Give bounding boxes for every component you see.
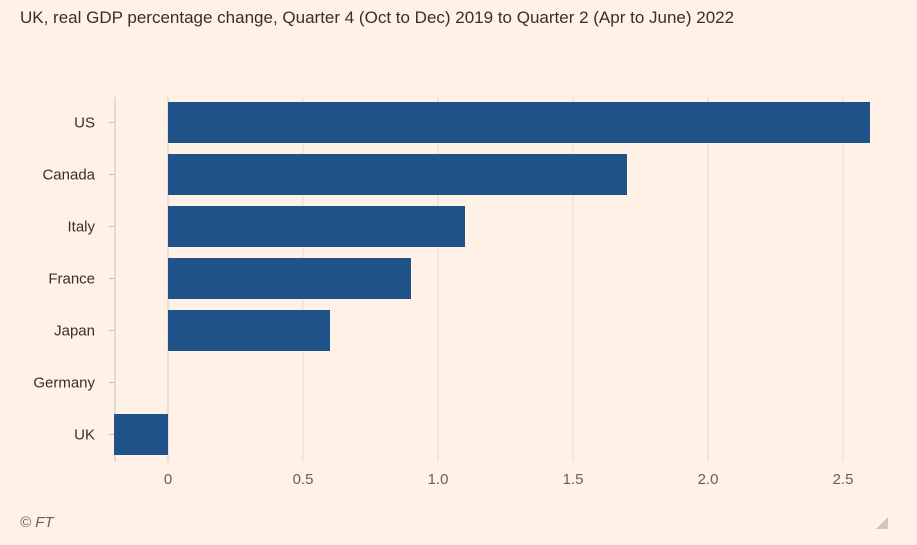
category-label-italy: Italy xyxy=(67,219,95,236)
bar-uk xyxy=(114,414,168,455)
source-credit: © FT xyxy=(20,514,54,531)
x-tick-label: 1.5 xyxy=(563,471,584,488)
x-tick-label: 2.5 xyxy=(833,471,854,488)
category-label-france: France xyxy=(48,271,95,288)
category-label-us: US xyxy=(74,115,95,132)
bars xyxy=(114,102,870,455)
x-tick-labels: 0 0.5 1.0 1.5 2.0 2.5 xyxy=(164,471,854,488)
category-label-uk: UK xyxy=(74,427,95,444)
x-tick-label: 2.0 xyxy=(698,471,719,488)
bar-us xyxy=(168,102,870,143)
bar-italy xyxy=(168,206,465,247)
x-tick-label: 0 xyxy=(164,471,172,488)
resize-grip-icon[interactable] xyxy=(876,517,888,529)
category-labels: US Canada Italy France Japan Germany UK xyxy=(33,115,95,444)
category-label-germany: Germany xyxy=(33,375,95,392)
bar-france xyxy=(168,258,411,299)
bar-japan xyxy=(168,310,330,351)
bar-canada xyxy=(168,154,627,195)
x-tick-label: 1.0 xyxy=(428,471,449,488)
category-label-canada: Canada xyxy=(42,167,95,184)
chart-title: UK, real GDP percentage change, Quarter … xyxy=(20,8,735,27)
x-tick-label: 0.5 xyxy=(293,471,314,488)
y-axis xyxy=(109,97,116,462)
category-label-japan: Japan xyxy=(54,323,95,340)
